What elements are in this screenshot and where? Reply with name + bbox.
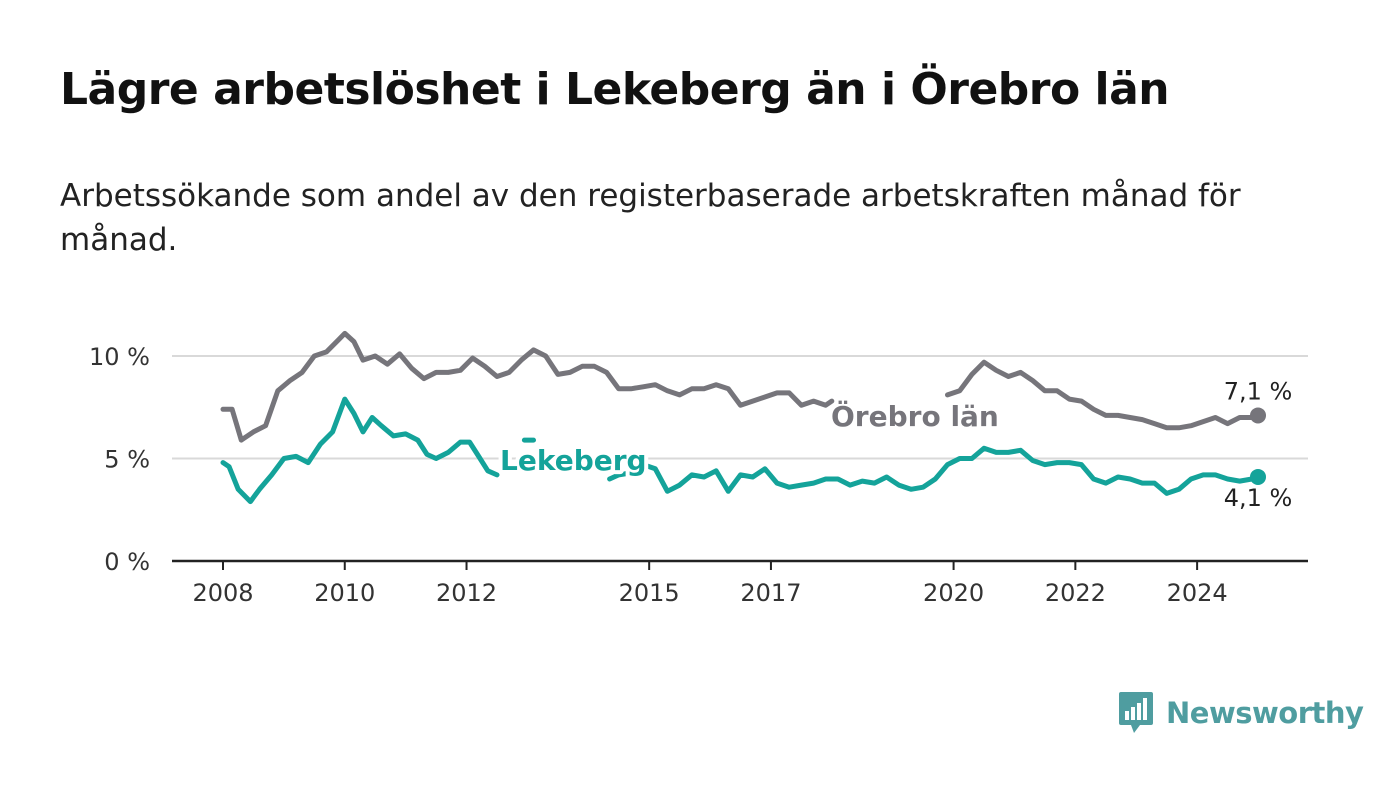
- x-tick-label: 2008: [192, 579, 253, 607]
- lekeberg-series-label-halo: Lekeberg: [500, 444, 647, 477]
- chart-subtitle: Arbetssökande som andel av den registerb…: [60, 178, 1241, 258]
- x-tick-label: 2024: [1167, 579, 1228, 607]
- newsworthy-logo-icon: [1119, 692, 1153, 733]
- orebro-lan-line: [220, 330, 835, 443]
- lekeberg-end-point: [1250, 468, 1266, 485]
- x-tick-label: 2015: [619, 579, 680, 607]
- x-tick-label: 2022: [1045, 579, 1106, 607]
- y-tick-label: 10 %: [89, 343, 150, 371]
- brand-name: Newsworthy: [1166, 696, 1364, 730]
- lekeberg-line: [220, 396, 500, 505]
- brand-logo: Newsworthy: [1118, 690, 1364, 736]
- orebro-lan-end-label: 7,1 %: [1224, 377, 1293, 405]
- x-tick-label: 2010: [314, 579, 375, 607]
- x-tick-label: 2017: [740, 579, 801, 607]
- chart-title: Lägre arbetslöshet i Lekeberg än i Örebr…: [60, 64, 1170, 115]
- lekeberg-line: [607, 445, 1261, 496]
- y-tick-label: 0 %: [104, 548, 150, 576]
- x-tick-label: 2020: [923, 579, 984, 607]
- y-tick-label: 5 %: [104, 446, 150, 474]
- orebro-lan-line: [945, 359, 1261, 431]
- lekeberg-end-label: 4,1 %: [1224, 484, 1293, 512]
- orebro-lan-end-point: [1250, 407, 1266, 424]
- x-tick-label: 2012: [436, 579, 497, 607]
- orebro-lan-series-label-halo: Örebro län: [831, 399, 999, 433]
- orebro-lan-series-label: Örebro län: [831, 399, 999, 433]
- lekeberg-series-label: Lekeberg: [500, 444, 647, 477]
